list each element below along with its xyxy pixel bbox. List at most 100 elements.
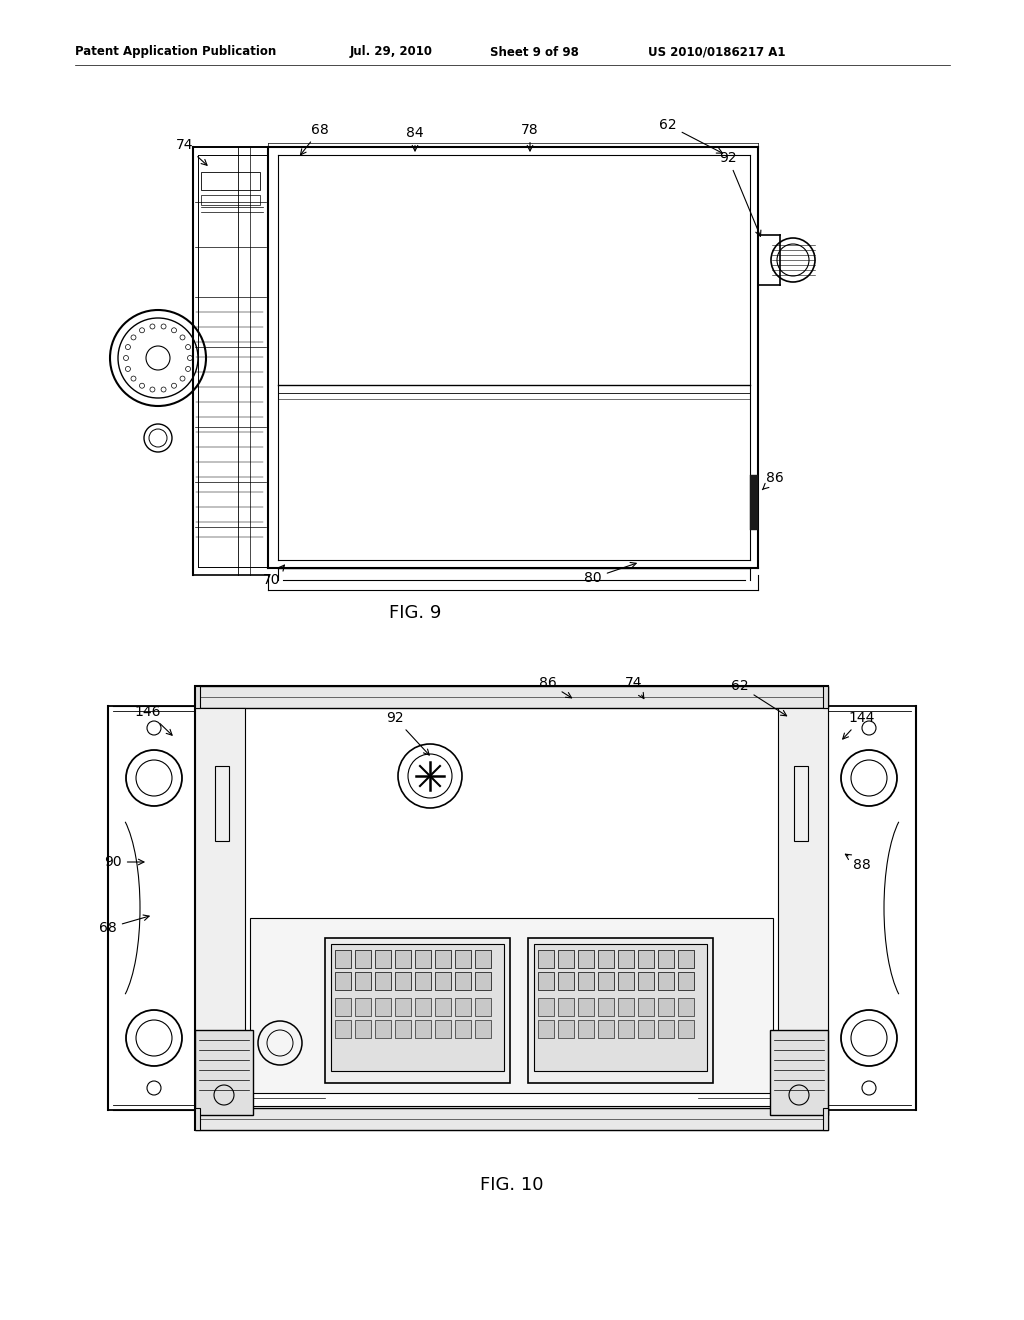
Bar: [538, 972, 554, 990]
Bar: [355, 972, 371, 990]
Bar: [195, 1107, 200, 1130]
Bar: [335, 950, 351, 968]
Bar: [823, 686, 828, 708]
Bar: [435, 1020, 451, 1038]
Text: 90: 90: [104, 855, 144, 869]
Bar: [598, 998, 614, 1016]
Bar: [475, 950, 490, 968]
Text: 92: 92: [386, 711, 429, 755]
Text: 78: 78: [521, 123, 539, 150]
Text: 68: 68: [99, 915, 150, 935]
Bar: [325, 939, 510, 1082]
Bar: [475, 972, 490, 990]
Bar: [195, 686, 828, 708]
Text: Sheet 9 of 98: Sheet 9 of 98: [490, 45, 579, 58]
Text: 68: 68: [300, 123, 329, 154]
Bar: [558, 972, 574, 990]
Text: 92: 92: [719, 150, 761, 236]
Bar: [195, 686, 828, 1130]
Text: 86: 86: [762, 471, 784, 490]
Text: Jul. 29, 2010: Jul. 29, 2010: [350, 45, 433, 58]
Bar: [375, 950, 391, 968]
Text: 144: 144: [843, 711, 876, 739]
Bar: [778, 708, 828, 1107]
Text: 62: 62: [659, 117, 722, 153]
Text: FIG. 10: FIG. 10: [480, 1176, 544, 1195]
Bar: [618, 950, 634, 968]
Bar: [415, 998, 431, 1016]
Text: 84: 84: [407, 125, 424, 150]
Text: 74: 74: [176, 139, 207, 165]
Bar: [335, 1020, 351, 1038]
Bar: [455, 972, 471, 990]
Bar: [558, 1020, 574, 1038]
Text: 70: 70: [263, 565, 285, 587]
Bar: [335, 972, 351, 990]
Text: 62: 62: [731, 678, 786, 715]
Bar: [578, 1020, 594, 1038]
Bar: [435, 998, 451, 1016]
Text: 146: 146: [135, 705, 172, 735]
Bar: [638, 998, 654, 1016]
Bar: [195, 686, 200, 708]
Bar: [215, 766, 229, 841]
Bar: [598, 1020, 614, 1038]
Bar: [355, 1020, 371, 1038]
Bar: [538, 950, 554, 968]
Text: 88: 88: [846, 854, 870, 873]
Bar: [195, 1107, 828, 1130]
Bar: [375, 998, 391, 1016]
Bar: [658, 1020, 674, 1038]
Bar: [375, 1020, 391, 1038]
Bar: [638, 950, 654, 968]
Bar: [534, 944, 707, 1071]
Text: 86: 86: [539, 676, 571, 698]
Bar: [658, 998, 674, 1016]
Bar: [395, 1020, 411, 1038]
Text: 74: 74: [626, 676, 644, 698]
Bar: [598, 972, 614, 990]
Bar: [331, 944, 504, 1071]
Bar: [415, 950, 431, 968]
Bar: [823, 1107, 828, 1130]
Bar: [415, 972, 431, 990]
Text: Patent Application Publication: Patent Application Publication: [75, 45, 276, 58]
Bar: [578, 998, 594, 1016]
Text: FIG. 9: FIG. 9: [389, 605, 441, 622]
Text: 80: 80: [584, 562, 636, 585]
Bar: [455, 1020, 471, 1038]
Bar: [455, 950, 471, 968]
Bar: [475, 998, 490, 1016]
Bar: [435, 950, 451, 968]
Bar: [638, 972, 654, 990]
Bar: [203, 694, 820, 1122]
Bar: [201, 195, 260, 205]
Bar: [618, 972, 634, 990]
Bar: [455, 998, 471, 1016]
Bar: [195, 1030, 253, 1115]
Bar: [415, 1020, 431, 1038]
Bar: [558, 998, 574, 1016]
Bar: [355, 998, 371, 1016]
Bar: [578, 972, 594, 990]
Bar: [678, 998, 694, 1016]
Bar: [355, 950, 371, 968]
Bar: [678, 1020, 694, 1038]
Bar: [335, 998, 351, 1016]
Bar: [678, 972, 694, 990]
Bar: [538, 998, 554, 1016]
Bar: [638, 1020, 654, 1038]
Bar: [598, 950, 614, 968]
Bar: [195, 708, 245, 1107]
Bar: [538, 1020, 554, 1038]
Bar: [678, 950, 694, 968]
Bar: [578, 950, 594, 968]
Bar: [375, 972, 391, 990]
Bar: [770, 1030, 828, 1115]
Bar: [435, 972, 451, 990]
Bar: [395, 998, 411, 1016]
Bar: [750, 475, 758, 531]
Bar: [618, 998, 634, 1016]
Bar: [658, 950, 674, 968]
Bar: [528, 939, 713, 1082]
